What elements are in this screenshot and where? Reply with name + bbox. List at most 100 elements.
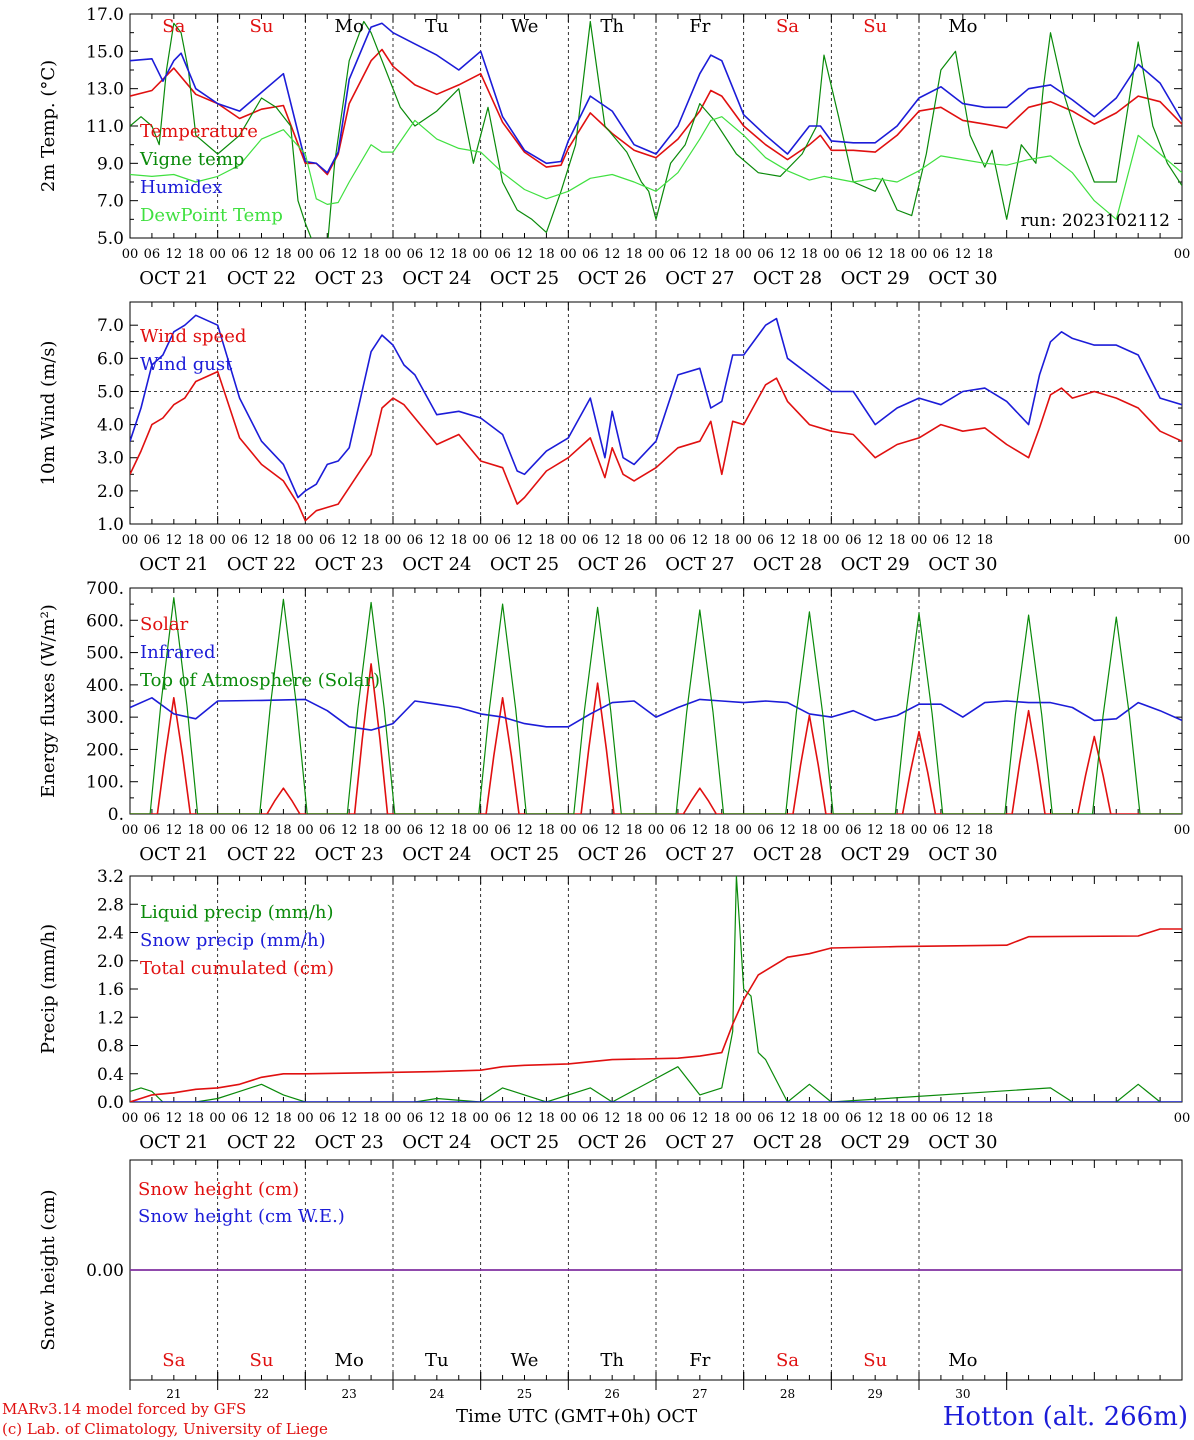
hour-tick-label: 12 xyxy=(955,247,972,262)
hour-tick-label: 06 xyxy=(757,533,774,548)
hour-tick-label: 12 xyxy=(341,1111,358,1126)
date-label: OCT 22 xyxy=(227,1132,296,1153)
legend-item: Temperature xyxy=(140,121,258,142)
hour-tick-label: 00 xyxy=(122,533,139,548)
hour-tick-label: 12 xyxy=(604,823,621,838)
legend-item: Liquid precip (mm/h) xyxy=(140,902,334,923)
hour-tick-label: 12 xyxy=(604,1111,621,1126)
y-axis-label: 10m Wind (m/s) xyxy=(38,341,59,486)
hour-tick-label: 00 xyxy=(472,823,489,838)
plot-frame xyxy=(129,13,1183,239)
series-line-infrared xyxy=(130,697,1182,731)
hour-tick-label: 18 xyxy=(450,823,467,838)
legend-item: Top of Atmosphere (Solar) xyxy=(140,670,380,691)
hour-tick-label: 12 xyxy=(253,247,270,262)
legend-item: Snow height (cm) xyxy=(138,1179,299,1200)
day-number: 29 xyxy=(868,1387,883,1401)
hour-tick-label: 00 xyxy=(472,1111,489,1126)
y-tick-label: 0.0 xyxy=(97,1093,124,1113)
hour-tick-label: 00 xyxy=(385,1111,402,1126)
panel-1: 5.0 7.0 9.0 11.0 13.0 15.0 17.0 2m Temp. (°C) Te… xyxy=(38,5,1190,289)
hour-tick-label: 00 xyxy=(1174,533,1191,548)
hour-tick-label: 12 xyxy=(779,247,796,262)
hour-tick-label: 00 xyxy=(209,823,226,838)
day-number: 23 xyxy=(342,1387,357,1401)
y-tick-label: 3.2 xyxy=(97,867,124,887)
hour-tick-label: 06 xyxy=(933,533,950,548)
hour-tick-label: 18 xyxy=(538,247,555,262)
hour-tick-label: 12 xyxy=(166,1111,183,1126)
y-tick-label: 300. xyxy=(86,708,124,728)
series-line-liquid-precip-mm-h- xyxy=(130,876,1182,1102)
y-tick-label: 2.8 xyxy=(97,895,124,915)
weekday-label: Fr xyxy=(689,1350,710,1371)
legend-item: Vigne temp xyxy=(139,149,244,170)
hour-tick-label: 18 xyxy=(275,533,292,548)
legend-item: Total cumulated (cm) xyxy=(140,958,334,979)
hour-tick-label: 06 xyxy=(582,247,599,262)
hour-tick-label: 06 xyxy=(670,533,687,548)
hour-tick-label: 12 xyxy=(779,533,796,548)
y-tick-label: 11.0 xyxy=(86,117,124,137)
series-line-top-of-atmosphere-solar- xyxy=(130,597,1182,814)
legend-item: Snow height (cm W.E.) xyxy=(138,1206,345,1227)
series-group xyxy=(130,20,1182,238)
weekday-label: Sa xyxy=(776,1350,799,1371)
date-label: OCT 27 xyxy=(665,1132,734,1153)
hour-tick-label: 06 xyxy=(757,247,774,262)
hour-tick-label: 12 xyxy=(516,247,533,262)
day-number: 27 xyxy=(692,1387,707,1401)
hour-tick-label: 12 xyxy=(429,247,446,262)
date-label: OCT 22 xyxy=(227,268,296,289)
hour-tick-label: 00 xyxy=(648,247,665,262)
hour-tick-label: 00 xyxy=(911,533,928,548)
hour-tick-label: 06 xyxy=(670,823,687,838)
series-group xyxy=(130,876,1182,1102)
series-line-wind-speed xyxy=(130,370,1182,522)
weekday-label: Th xyxy=(600,16,624,37)
hour-tick-label: 06 xyxy=(407,1111,424,1126)
hour-tick-label: 00 xyxy=(648,1111,665,1126)
day-number: 24 xyxy=(429,1387,445,1401)
hour-tick-label: 06 xyxy=(231,823,248,838)
panel-3: 0. 100. 200. 300. 400. 500. 600. 700. Energy flu… xyxy=(38,579,1190,865)
date-label: OCT 26 xyxy=(578,844,647,865)
series-line-wind-gust xyxy=(130,314,1182,499)
date-label: OCT 27 xyxy=(665,268,734,289)
hour-tick-label: 12 xyxy=(955,1111,972,1126)
y-tick-label: 17.0 xyxy=(86,5,124,25)
series-line-total-cumulated-cm- xyxy=(130,928,1182,1102)
y-tick-label: 7.0 xyxy=(97,192,124,212)
hour-tick-label: 06 xyxy=(231,533,248,548)
hour-tick-label: 18 xyxy=(976,823,993,838)
date-label: OCT 27 xyxy=(665,554,734,575)
day-number: 22 xyxy=(254,1387,269,1401)
date-label: OCT 23 xyxy=(315,1132,384,1153)
hour-tick-label: 06 xyxy=(582,533,599,548)
day-number: 28 xyxy=(780,1387,795,1401)
date-label: OCT 30 xyxy=(928,844,997,865)
x-axis-time-label: Time UTC (GMT+0h) xyxy=(456,1406,651,1427)
hour-tick-label: 06 xyxy=(319,533,336,548)
hour-tick-label: 00 xyxy=(209,533,226,548)
date-label: OCT 29 xyxy=(841,268,910,289)
y-tick-label: 7.0 xyxy=(97,316,124,336)
hour-tick-label: 18 xyxy=(801,823,818,838)
hour-tick-label: 00 xyxy=(297,533,314,548)
hour-tick-label: 06 xyxy=(407,823,424,838)
hour-tick-label: 00 xyxy=(823,823,840,838)
hour-tick-label: 18 xyxy=(626,247,643,262)
hour-tick-label: 18 xyxy=(713,247,730,262)
hour-tick-label: 06 xyxy=(407,533,424,548)
hour-tick-label: 00 xyxy=(560,1111,577,1126)
weekday-label: Sa xyxy=(162,1350,185,1371)
hour-tick-label: 12 xyxy=(955,823,972,838)
hour-tick-label: 18 xyxy=(187,247,204,262)
hour-tick-label: 12 xyxy=(867,247,884,262)
y-tick-label: 400. xyxy=(86,676,124,696)
hour-tick-label: 00 xyxy=(1174,823,1191,838)
weekday-label: Mo xyxy=(335,16,364,37)
date-label: OCT 27 xyxy=(665,844,734,865)
y-tick-label: 0.8 xyxy=(97,1037,124,1057)
weekday-label: Sa xyxy=(162,16,185,37)
